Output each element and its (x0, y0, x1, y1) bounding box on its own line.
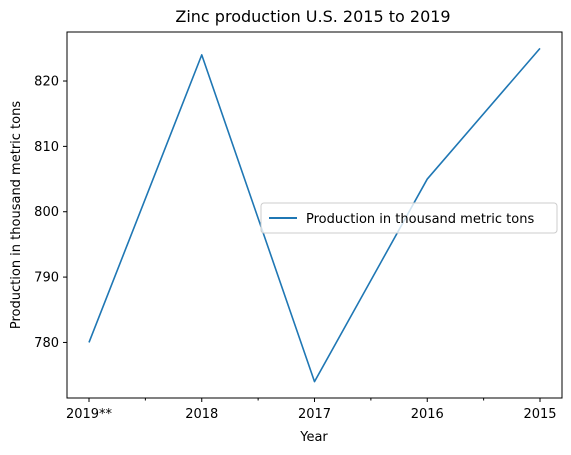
legend-box (260, 202, 558, 234)
series-layer (88, 47, 541, 383)
chart-title: Zinc production U.S. 2015 to 2019 (175, 7, 450, 26)
series-line (88, 47, 541, 383)
x-tick-label: 2017 (298, 407, 331, 422)
x-axis: 2019** 2018 2017 2016 2015 (66, 398, 557, 422)
y-axis-label: Production in thousand metric tons (9, 101, 24, 329)
y-axis: 780 790 800 810 820 (34, 75, 67, 351)
y-tick-label: 810 (34, 140, 59, 155)
x-tick-label: 2016 (411, 407, 444, 422)
x-tick-label: 2015 (523, 407, 556, 422)
x-axis-label: Year (299, 430, 328, 445)
y-tick-label: 780 (34, 336, 59, 351)
x-tick-label: 2018 (185, 407, 218, 422)
y-tick-label: 820 (34, 75, 59, 90)
legend: Production in thousand metric tons (260, 202, 558, 234)
y-tick-label: 800 (34, 205, 59, 220)
y-tick-label: 790 (34, 271, 59, 286)
legend-entry-label: Production in thousand metric tons (306, 212, 534, 227)
x-tick-label: 2019** (66, 407, 113, 422)
